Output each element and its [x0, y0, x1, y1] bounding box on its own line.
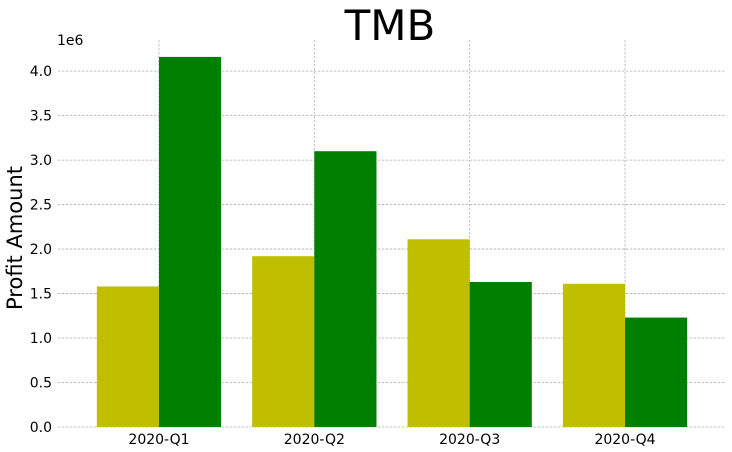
bar-series-2-2020-Q4	[625, 317, 688, 427]
y-tick-label: 1.5	[30, 287, 52, 303]
x-tick-label: 2020-Q2	[284, 432, 345, 448]
y-tick-label: 4.0	[30, 64, 52, 80]
y-tick-label: 3.0	[30, 153, 52, 169]
y-tick-label: 2.5	[30, 198, 52, 214]
bar-series-2-2020-Q1	[158, 56, 222, 428]
y-axis-label: Profit Amount	[3, 166, 27, 310]
x-tick-label: 2020-Q4	[594, 432, 655, 448]
y-tick-label: 3.5	[30, 109, 52, 125]
bar-series-2-2020-Q3	[469, 281, 532, 427]
y-axis-offset-label: 1e6	[57, 33, 84, 49]
bar-series-2-2020-Q2	[314, 151, 377, 427]
y-tick-label: 2.0	[30, 242, 52, 258]
y-axis-ticks: 0.0 0.5 1.0 1.5 2.0 2.5 3.0 3.5 4.0	[30, 64, 52, 436]
x-axis-ticks: 2020-Q1 2020-Q2 2020-Q3 2020-Q4	[128, 432, 655, 448]
x-tick-label: 2020-Q3	[439, 432, 500, 448]
bars	[96, 56, 688, 428]
y-tick-label: 1.0	[30, 331, 52, 347]
y-tick-label: 0.5	[30, 376, 52, 392]
bar-series-1-2020-Q3	[407, 239, 470, 427]
bar-series-1-2020-Q2	[252, 256, 315, 427]
bar-series-1-2020-Q4	[562, 283, 626, 427]
bar-series-1-2020-Q1	[96, 286, 159, 427]
chart-title: TMB	[344, 1, 436, 50]
y-tick-label: 0.0	[30, 420, 52, 436]
x-tick-label: 2020-Q1	[128, 432, 189, 448]
